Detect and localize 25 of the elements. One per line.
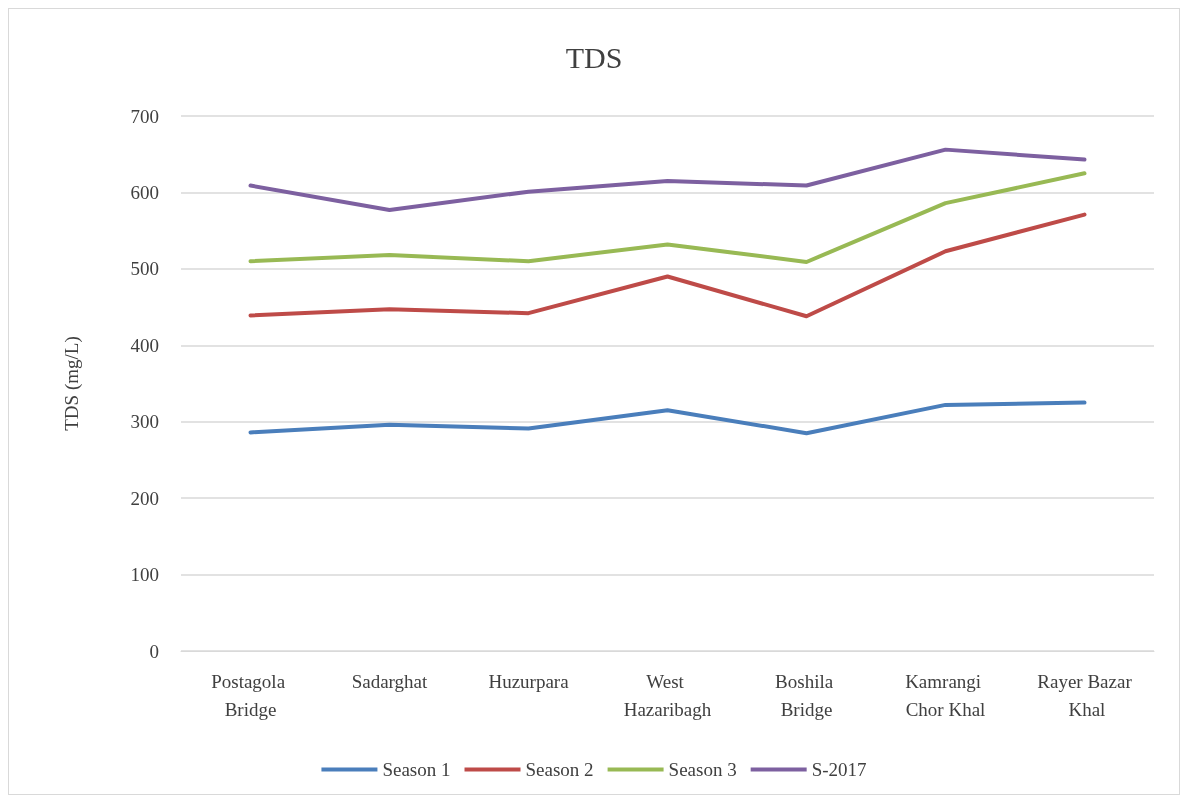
line-series: [248, 212, 1087, 319]
x-tick-label: Huzurpara: [488, 670, 570, 692]
legend-label: Season 1: [382, 759, 451, 780]
line-series: [248, 147, 1087, 213]
y-tick-label: 700: [130, 105, 159, 127]
legend-label: Season 3: [668, 759, 737, 780]
x-tick-label: Postagola Bridge: [211, 670, 290, 720]
legend-label: Season 2: [525, 759, 594, 780]
x-tick-label: Rayer Bazar Khal: [1037, 670, 1133, 720]
line-series: [248, 400, 1087, 436]
y-axis-title: TDS (mg/L): [61, 336, 83, 431]
x-tick-label: Boshila Bridge: [775, 670, 838, 720]
y-tick-label: 200: [130, 487, 159, 509]
x-tick-label: Kamrangi Chor Khal: [905, 670, 986, 720]
y-tick-label: 500: [130, 258, 159, 280]
line-series: [248, 171, 1087, 264]
y-tick-label: 0: [149, 640, 159, 662]
y-tick-label: 600: [130, 181, 159, 203]
y-tick-label: 400: [130, 334, 159, 356]
y-tick-label: 100: [130, 564, 159, 586]
x-tick-label: Sadarghat: [351, 670, 429, 692]
chart-title: TDS: [565, 40, 623, 74]
x-tick-label: West Hazaribagh: [623, 670, 712, 720]
y-tick-label: 300: [130, 411, 159, 433]
legend-label: S-2017: [811, 759, 867, 780]
